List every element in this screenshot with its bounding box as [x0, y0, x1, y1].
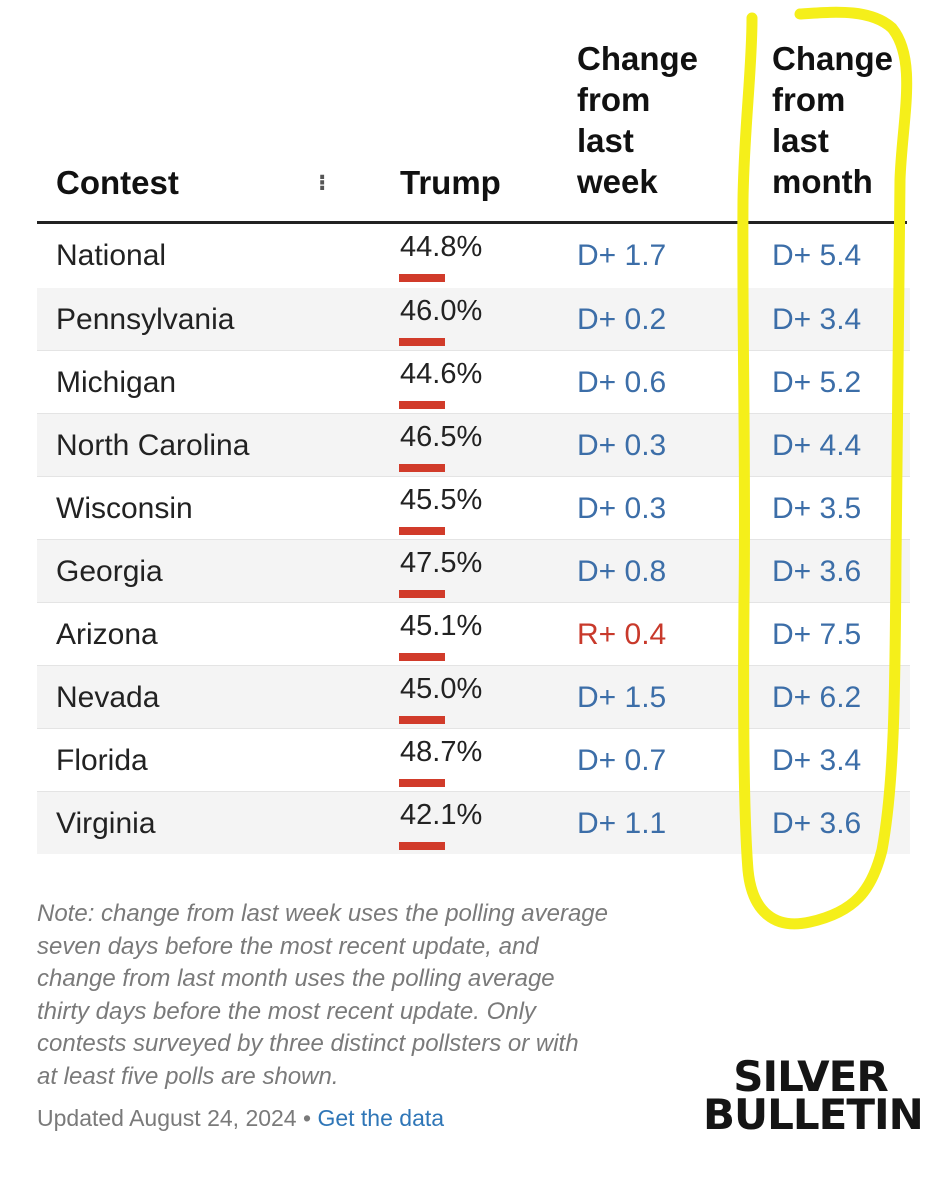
column-resize-handle[interactable]: ⁝ — [318, 170, 327, 195]
trump-share: 45.5% — [400, 484, 483, 516]
logo-line: SILVER — [733, 1052, 888, 1101]
change-last-week-header: Change from last week — [577, 38, 727, 202]
trump-share: 46.0% — [400, 295, 483, 327]
get-the-data-link[interactable]: Get the data — [317, 1105, 445, 1131]
trump-bar — [399, 779, 445, 787]
table-row: Wisconsin 45.5% D+ 0.3 D+ 3.5 — [37, 477, 910, 540]
change-week: D+ 1.5 — [577, 681, 667, 714]
trump-share: 45.0% — [400, 673, 483, 705]
trump-bar — [399, 716, 445, 724]
change-month: D+ 3.6 — [772, 555, 862, 588]
trump-share: 44.6% — [400, 358, 483, 390]
updated-line: Updated August 24, 2024 • Get the data — [37, 1102, 444, 1134]
note-line: seven days before the most recent update… — [37, 932, 539, 960]
change-week: D+ 0.7 — [577, 744, 667, 777]
contest-name: Georgia — [56, 555, 163, 588]
change-month: D+ 5.2 — [772, 366, 862, 399]
change-month: D+ 3.5 — [772, 492, 862, 525]
trump-bar — [399, 464, 445, 472]
trump-share: 46.5% — [400, 421, 483, 453]
header-line: Change — [772, 40, 894, 77]
table-row: Nevada 45.0% D+ 1.5 D+ 6.2 — [37, 666, 910, 729]
change-month: D+ 4.4 — [772, 429, 862, 462]
change-week: D+ 1.7 — [577, 239, 667, 272]
table-row: Georgia 47.5% D+ 0.8 D+ 3.6 — [37, 540, 910, 603]
header-line: last — [577, 122, 634, 159]
separator-dot: • — [303, 1105, 312, 1131]
note-line: change from last month uses the polling … — [37, 965, 555, 992]
trump-column-header: Trump — [400, 164, 501, 201]
change-week: D+ 0.3 — [577, 429, 667, 462]
methodology-note: Note: change from last week uses the pol… — [37, 898, 697, 1093]
change-last-month-header: Change from last month — [772, 38, 922, 202]
change-week: D+ 0.6 — [577, 366, 667, 399]
header-line: from — [772, 81, 846, 118]
trump-bar — [399, 338, 445, 346]
highlight-stroke — [737, 6, 913, 930]
table-row: Florida 48.7% D+ 0.7 D+ 3.4 — [37, 729, 910, 792]
table-row: Pennsylvania 46.0% D+ 0.2 D+ 3.4 — [37, 288, 910, 351]
polling-table-body: National 44.8% D+ 1.7 D+ 5.4 Pennsylvani… — [37, 224, 910, 854]
trump-bar — [399, 527, 445, 535]
table-row: Virginia 42.1% D+ 1.1 D+ 3.6 — [37, 792, 910, 854]
contest-name: Virginia — [56, 807, 156, 840]
change-month: D+ 5.4 — [772, 239, 862, 272]
trump-share: 45.1% — [400, 610, 483, 642]
header-line: Change — [577, 40, 699, 77]
contest-name: North Carolina — [56, 429, 250, 462]
header-divider — [37, 221, 907, 224]
logo-line: BULLETIN — [703, 1090, 924, 1139]
change-month: D+ 3.4 — [772, 303, 862, 336]
change-month: D+ 3.4 — [772, 744, 862, 777]
table-row-national: National 44.8% D+ 1.7 D+ 5.4 — [37, 224, 910, 288]
contest-name: Nevada — [56, 681, 160, 714]
contest-name: Michigan — [56, 366, 177, 399]
change-month: D+ 6.2 — [772, 681, 862, 714]
change-week: D+ 0.8 — [577, 555, 667, 588]
contest-name: National — [56, 239, 167, 272]
contest-name: Arizona — [56, 618, 158, 651]
table-row: Arizona 45.1% R+ 0.4 D+ 7.5 — [37, 603, 910, 666]
change-week: D+ 0.3 — [577, 492, 667, 525]
contest-name: Florida — [56, 744, 148, 777]
change-week: D+ 1.1 — [577, 807, 667, 840]
contest-name: Wisconsin — [56, 492, 193, 525]
table-row: Michigan 44.6% D+ 0.6 D+ 5.2 — [37, 351, 910, 414]
change-month: D+ 3.6 — [772, 807, 862, 840]
change-month: D+ 7.5 — [772, 618, 862, 651]
header-line: last — [772, 122, 829, 159]
note-line: thirty days before the most recent updat… — [37, 997, 536, 1025]
trump-share: 42.1% — [400, 799, 483, 831]
note-line: at least five polls are shown. — [37, 1062, 339, 1090]
trump-bar — [399, 653, 445, 661]
trump-bar — [399, 842, 445, 850]
trump-bar — [399, 274, 445, 282]
trump-share: 44.8% — [400, 231, 483, 263]
contest-column-header: Contest — [56, 164, 179, 201]
table-row: North Carolina 46.5% D+ 0.3 D+ 4.4 — [37, 414, 910, 477]
trump-bar — [399, 590, 445, 598]
trump-share: 47.5% — [400, 547, 483, 579]
change-week: D+ 0.2 — [577, 303, 667, 336]
contest-name: Pennsylvania — [56, 303, 235, 336]
note-line: contests surveyed by three distinct poll… — [37, 1030, 579, 1057]
silver-bulletin-logo: SILVER BULLETIN — [703, 1052, 924, 1139]
change-week: R+ 0.4 — [577, 618, 667, 651]
note-line: Note: change from last week uses the pol… — [37, 900, 608, 927]
header-line: week — [577, 163, 658, 200]
updated-date: Updated August 24, 2024 — [37, 1105, 297, 1131]
header-line: from — [577, 81, 651, 118]
trump-share: 48.7% — [400, 736, 483, 768]
header-line: month — [772, 163, 873, 200]
trump-bar — [399, 401, 445, 409]
